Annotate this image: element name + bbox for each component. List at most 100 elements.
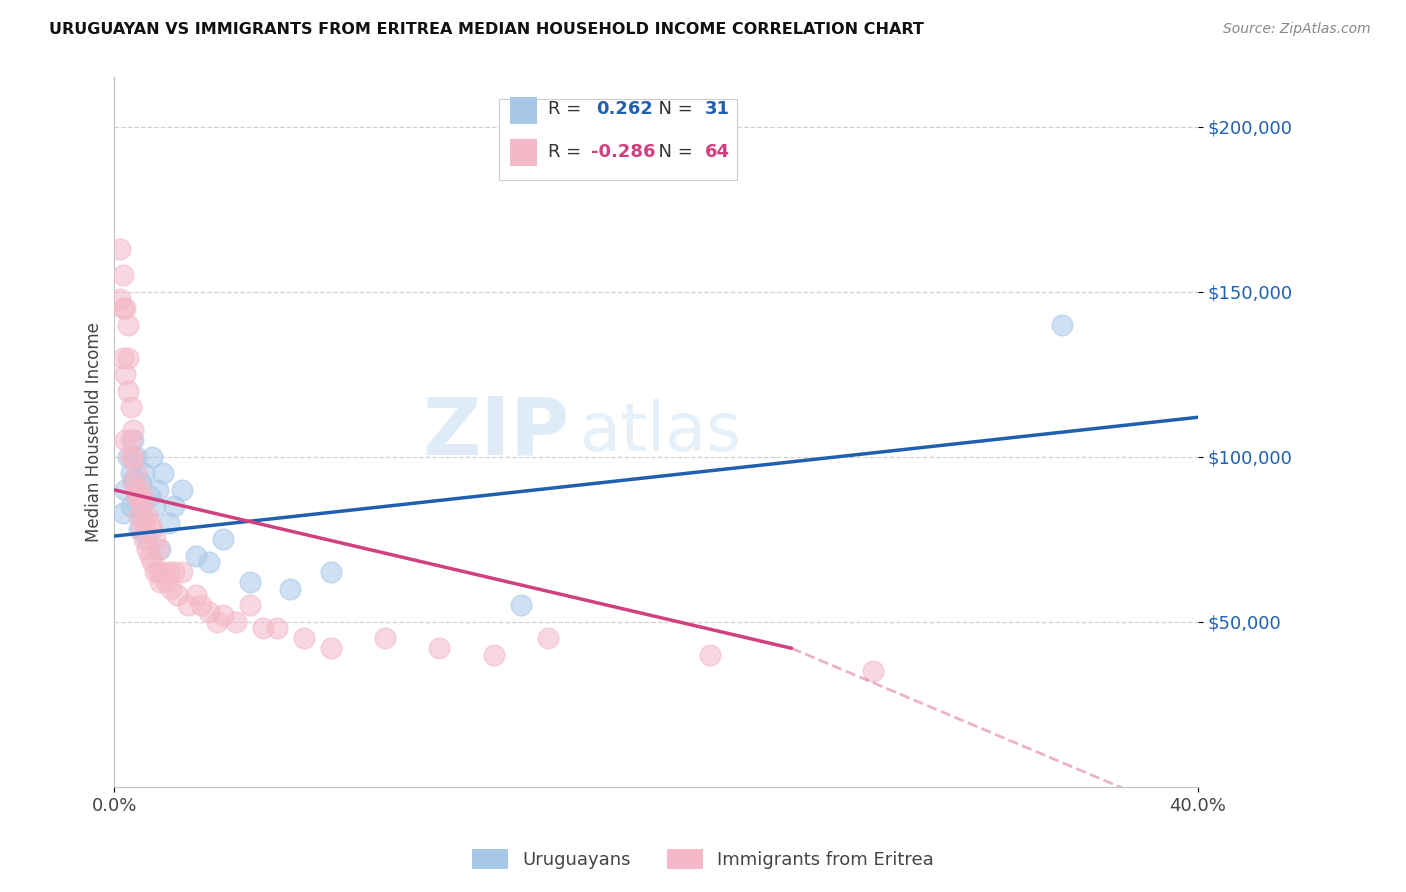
Point — [184, 549, 207, 563]
Point — [117, 384, 139, 398]
Text: N =: N = — [647, 143, 699, 161]
Point — [131, 483, 153, 497]
Point — [108, 242, 131, 256]
Text: Source: ZipAtlas.com: Source: ZipAtlas.com — [1223, 22, 1371, 37]
Point — [114, 301, 136, 316]
Point — [128, 523, 150, 537]
Point — [198, 605, 221, 619]
Point — [172, 483, 194, 497]
Point — [143, 500, 166, 514]
Point — [143, 533, 166, 547]
Point — [135, 509, 157, 524]
Point — [319, 641, 342, 656]
Point — [190, 599, 212, 613]
Point — [122, 424, 145, 438]
Text: 0.262: 0.262 — [596, 101, 654, 119]
Point — [111, 506, 134, 520]
Point — [134, 492, 156, 507]
Point — [131, 500, 153, 514]
Point — [122, 450, 145, 464]
Point — [163, 566, 186, 580]
FancyBboxPatch shape — [510, 139, 537, 166]
Point — [125, 490, 148, 504]
Point — [111, 301, 134, 316]
Point — [172, 566, 194, 580]
Text: -0.286: -0.286 — [591, 143, 655, 161]
Point — [509, 599, 531, 613]
Point — [239, 599, 262, 613]
Y-axis label: Median Household Income: Median Household Income — [86, 322, 103, 542]
Point — [207, 615, 229, 629]
Point — [482, 648, 505, 662]
Point — [157, 516, 180, 530]
Point — [138, 516, 160, 530]
Text: N =: N = — [647, 101, 699, 119]
Point — [111, 351, 134, 365]
Point — [146, 566, 169, 580]
FancyBboxPatch shape — [499, 99, 737, 180]
Point — [131, 523, 153, 537]
Point — [131, 509, 153, 524]
Point — [374, 632, 396, 646]
Text: R =: R = — [548, 143, 586, 161]
Point — [160, 582, 183, 596]
Point — [114, 434, 136, 448]
Point — [699, 648, 721, 662]
Point — [149, 575, 172, 590]
Point — [1052, 318, 1074, 332]
Point — [114, 483, 136, 497]
Point — [120, 401, 142, 415]
Point — [120, 450, 142, 464]
Point — [149, 542, 172, 557]
Point — [128, 509, 150, 524]
Point — [134, 467, 156, 481]
Text: 64: 64 — [704, 143, 730, 161]
Point — [280, 582, 302, 596]
Point — [211, 533, 233, 547]
Legend: Uruguayans, Immigrants from Eritrea: Uruguayans, Immigrants from Eritrea — [463, 839, 943, 879]
Text: atlas: atlas — [581, 399, 741, 465]
Point — [134, 516, 156, 530]
Point — [134, 533, 156, 547]
Point — [225, 615, 247, 629]
Point — [211, 608, 233, 623]
Point — [166, 589, 188, 603]
Point — [122, 476, 145, 491]
Point — [122, 473, 145, 487]
Point — [143, 566, 166, 580]
Point — [146, 483, 169, 497]
Point — [125, 467, 148, 481]
Point — [862, 665, 884, 679]
Text: 31: 31 — [704, 101, 730, 119]
Point — [131, 476, 153, 491]
Point — [157, 566, 180, 580]
Point — [141, 523, 163, 537]
Point — [266, 622, 288, 636]
Point — [184, 589, 207, 603]
Point — [120, 434, 142, 448]
Point — [117, 351, 139, 365]
Point — [125, 490, 148, 504]
Point — [138, 490, 160, 504]
Point — [125, 450, 148, 464]
Point — [152, 467, 174, 481]
Point — [125, 483, 148, 497]
Point — [128, 490, 150, 504]
Point — [141, 556, 163, 570]
Point — [120, 500, 142, 514]
Point — [537, 632, 560, 646]
Point — [135, 533, 157, 547]
Point — [108, 292, 131, 306]
Point — [117, 318, 139, 332]
Point — [155, 575, 177, 590]
Point — [163, 500, 186, 514]
Point — [111, 268, 134, 283]
Point — [135, 542, 157, 557]
Point — [152, 566, 174, 580]
Point — [198, 556, 221, 570]
Point — [122, 434, 145, 448]
Point — [146, 542, 169, 557]
Point — [117, 450, 139, 464]
Point — [292, 632, 315, 646]
Point — [429, 641, 451, 656]
